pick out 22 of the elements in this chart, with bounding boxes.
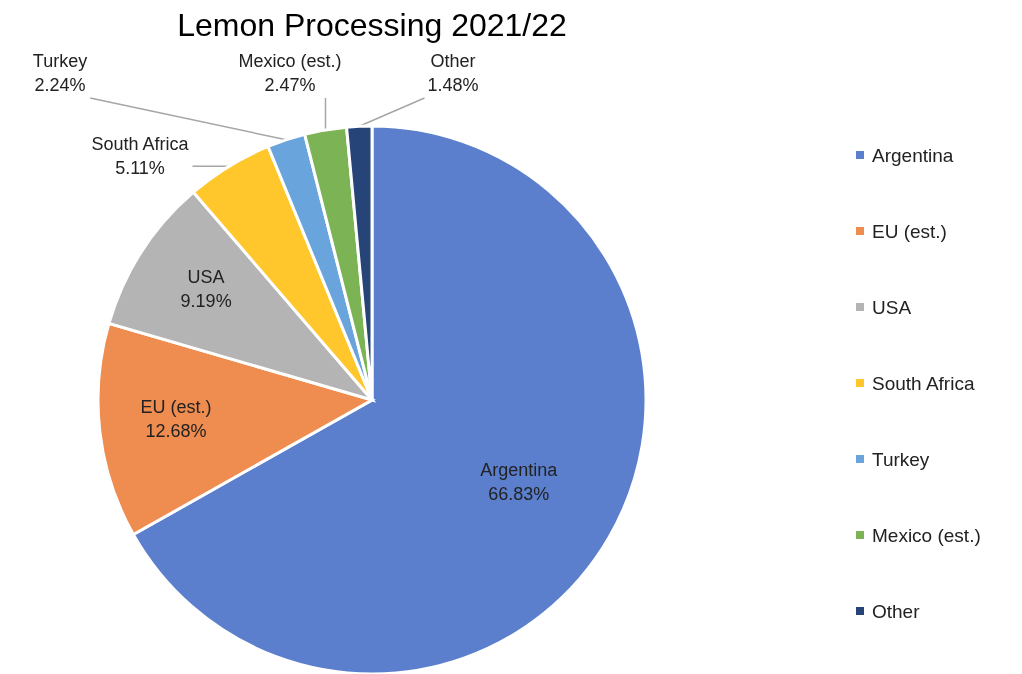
legend-label: EU (est.) xyxy=(872,221,947,242)
data-label: 66.83% xyxy=(488,483,550,504)
data-label: 12.68% xyxy=(145,420,207,441)
data-label: 1.48% xyxy=(427,75,479,95)
slice-label: Mexico (est.) xyxy=(238,51,342,71)
legend-label: Argentina xyxy=(872,145,954,166)
data-label: 2.24% xyxy=(34,75,86,95)
data-label: 2.47% xyxy=(264,75,316,95)
slice-label: EU (est.) xyxy=(140,396,212,417)
data-label: 9.19% xyxy=(180,291,232,312)
slice-label: Other xyxy=(430,51,476,71)
legend-label: Other xyxy=(872,601,921,622)
chart-title: Lemon Processing 2021/22 xyxy=(177,7,567,43)
legend-label: Mexico (est.) xyxy=(872,525,981,546)
legend-label: USA xyxy=(872,297,912,318)
data-label: 5.11% xyxy=(115,158,165,178)
slice-label: Argentina xyxy=(480,459,559,480)
legend-label: Turkey xyxy=(872,449,930,470)
legend-label: South Africa xyxy=(872,373,975,394)
slice-label: South Africa xyxy=(91,134,190,154)
slice-label: USA xyxy=(187,267,225,288)
slice-label: Turkey xyxy=(32,51,88,71)
